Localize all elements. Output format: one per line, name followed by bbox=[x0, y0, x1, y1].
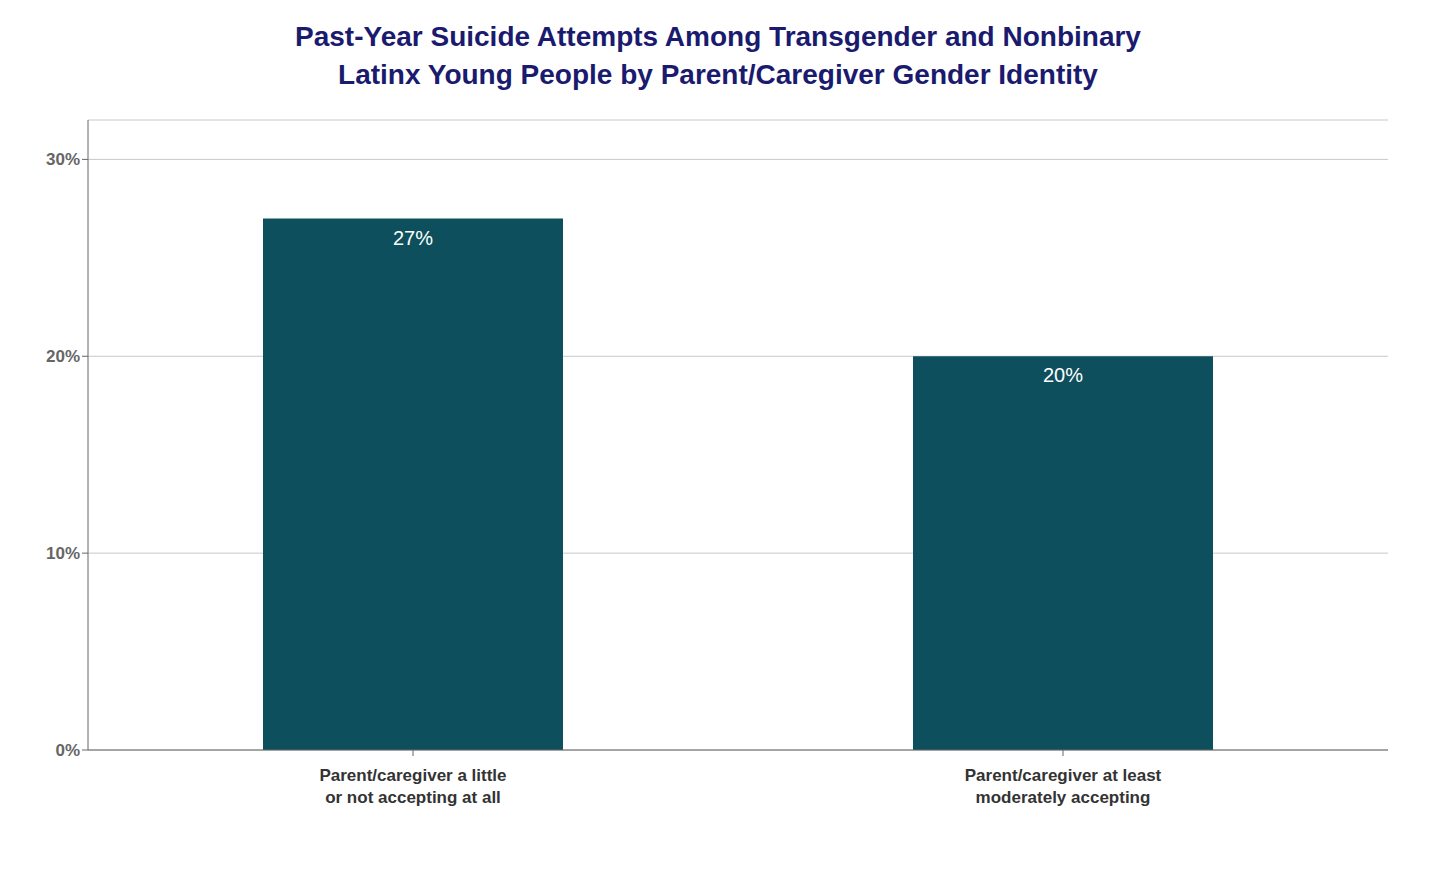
html-text:Latinx Young People by Parent/: Latinx Young People by Parent/Caregiver … bbox=[338, 58, 1098, 90]
svg-text:10%: 10% bbox=[46, 544, 80, 563]
svg-text:20%: 20% bbox=[1043, 364, 1083, 386]
svg-text:Parent/caregiver at leastmoder: Parent/caregiver at leastmoderately acce… bbox=[965, 766, 1162, 806]
svg-text:30%: 30% bbox=[46, 150, 80, 169]
svg-text:Parent/caregiver a littleor no: Parent/caregiver a littleor not acceptin… bbox=[319, 766, 506, 806]
svg-text:27%: 27% bbox=[393, 226, 433, 248]
svg-text:0%: 0% bbox=[55, 741, 80, 760]
html-text:Past-Year Suicide Attempts Amo: Past-Year Suicide Attempts Among Transge… bbox=[295, 21, 1141, 52]
svg-text:20%: 20% bbox=[46, 347, 80, 366]
